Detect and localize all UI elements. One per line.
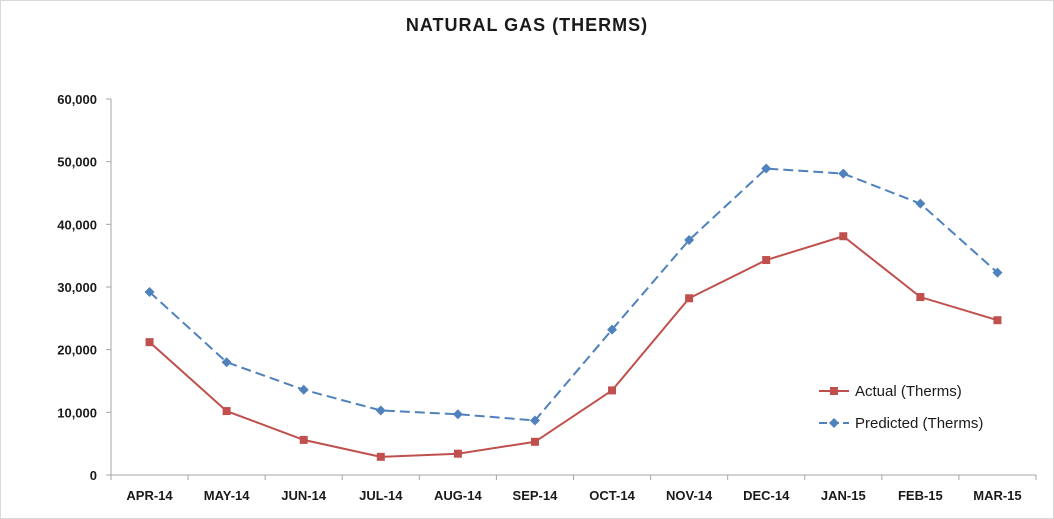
y-axis-ticks: 0 10,000 20,000 30,000 40,000 50,000 60,000 <box>57 92 111 483</box>
x-tick-label: MAY-14 <box>204 488 251 503</box>
x-tick-label: OCT-14 <box>589 488 635 503</box>
series-line <box>148 235 998 458</box>
x-tick-label: SEP-14 <box>513 488 559 503</box>
data-point <box>916 293 925 302</box>
data-point <box>529 415 540 426</box>
data-point <box>762 256 771 265</box>
y-tick-label: 0 <box>90 468 97 483</box>
legend-marker <box>829 418 839 428</box>
data-point <box>993 316 1002 325</box>
data-point <box>298 384 309 395</box>
data-point <box>376 452 385 461</box>
chart-title: NATURAL GAS (THERMS) <box>406 15 648 35</box>
x-tick-label: JUN-14 <box>281 488 327 503</box>
data-point <box>144 287 155 298</box>
y-tick-label: 50,000 <box>57 155 97 170</box>
x-tick-label: AUG-14 <box>434 488 482 503</box>
data-point <box>375 405 386 416</box>
data-point <box>222 407 231 416</box>
data-point <box>453 449 462 458</box>
data-point <box>761 163 772 174</box>
x-tick-label: NOV-14 <box>666 488 713 503</box>
data-point <box>452 409 463 420</box>
series-1 <box>144 163 1003 426</box>
legend: Actual (Therms) Predicted (Therms) <box>819 383 983 432</box>
legend-label: Actual (Therms) <box>855 383 962 400</box>
data-point <box>839 232 848 241</box>
data-point <box>607 324 618 335</box>
y-tick-label: 20,000 <box>57 343 97 358</box>
series-layer <box>144 163 1003 461</box>
data-point <box>530 437 539 446</box>
series-0 <box>145 232 1002 461</box>
data-point <box>299 435 308 444</box>
x-tick-label: DEC-14 <box>743 488 790 503</box>
data-point <box>684 235 695 245</box>
data-point <box>838 168 849 179</box>
legend-item: Predicted (Therms) <box>819 415 983 432</box>
y-tick-label: 10,000 <box>57 405 97 420</box>
x-tick-label: FEB-15 <box>898 488 943 503</box>
data-point <box>221 357 232 368</box>
legend-label: Predicted (Therms) <box>855 415 983 432</box>
data-point <box>685 294 694 303</box>
x-tick-label: JAN-15 <box>821 488 866 503</box>
x-tick-label: MAR-15 <box>973 488 1021 503</box>
data-point <box>608 386 617 395</box>
x-tick-label: APR-14 <box>126 488 173 503</box>
x-tick-label: JUL-14 <box>359 488 403 503</box>
data-point <box>915 198 926 209</box>
legend-marker <box>830 387 838 395</box>
legend-item: Actual (Therms) <box>819 383 962 400</box>
data-point <box>145 338 154 347</box>
y-tick-label: 30,000 <box>57 280 97 295</box>
data-point <box>992 267 1003 278</box>
y-tick-label: 40,000 <box>57 217 97 232</box>
x-axis-ticks: APR-14 MAY-14 JUN-14 JUL-14 AUG-14 SEP-14 OCT-… <box>110 475 1037 503</box>
y-tick-label: 60,000 <box>57 92 97 107</box>
series-line <box>148 167 999 422</box>
